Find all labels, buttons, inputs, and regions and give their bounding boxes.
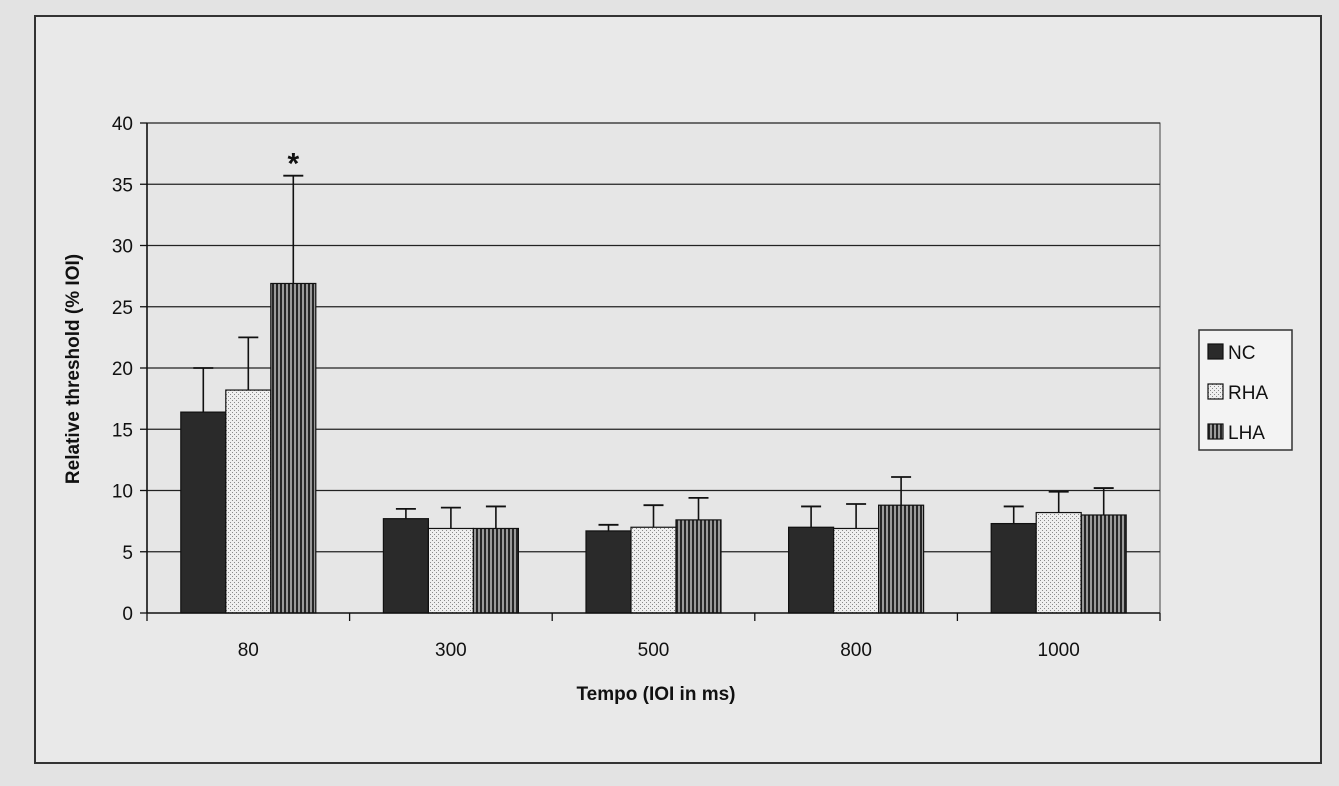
bar-lha-300 [472,527,519,614]
bar-rha-300 [427,527,474,614]
bar-rha-800 [832,527,880,614]
x-tick-label: 300 [435,640,467,661]
legend-swatch-lha [1207,423,1224,440]
x-tick-label: 500 [638,640,670,661]
legend-label-lha: LHA [1228,423,1265,444]
significance-marker: * [287,148,299,181]
x-axis-title: Tempo (IOI in ms) [576,684,735,705]
y-tick-label: 10 [112,482,133,503]
y-tick-label: 40 [112,114,133,135]
legend-swatch-rha [1207,383,1224,400]
bar-nc-500 [585,530,632,614]
bar-rha-80 [225,389,272,614]
bar-rha-1000 [1035,511,1082,614]
bar-lha-500 [675,519,722,614]
legend-label-rha: RHA [1228,383,1268,404]
bar-nc-800 [787,526,835,614]
bar-lha-80 [270,282,317,614]
legend-swatch-nc [1207,343,1224,360]
bar-lha-800 [877,504,925,614]
bar-nc-80 [180,411,227,614]
x-tick-label: 800 [840,640,872,661]
bar-nc-300 [382,518,429,614]
legend: NC RHA LHA [1198,329,1293,451]
y-tick-label: 25 [112,298,133,319]
y-tick-label: 30 [112,237,133,258]
legend-label-nc: NC [1228,343,1255,364]
y-tick-label: 20 [112,359,133,380]
y-tick-label: 5 [122,543,133,564]
bar-lha-1000 [1080,514,1127,614]
bar-nc-1000 [990,522,1037,614]
y-tick-label: 0 [122,604,133,625]
x-tick-label: 1000 [1038,640,1080,661]
x-tick-label: 80 [238,640,259,661]
y-axis-title: Relative threshold (% IOI) [63,254,84,484]
y-tick-label: 15 [112,420,133,441]
bar-rha-500 [630,526,677,614]
y-tick-label: 35 [112,175,133,196]
